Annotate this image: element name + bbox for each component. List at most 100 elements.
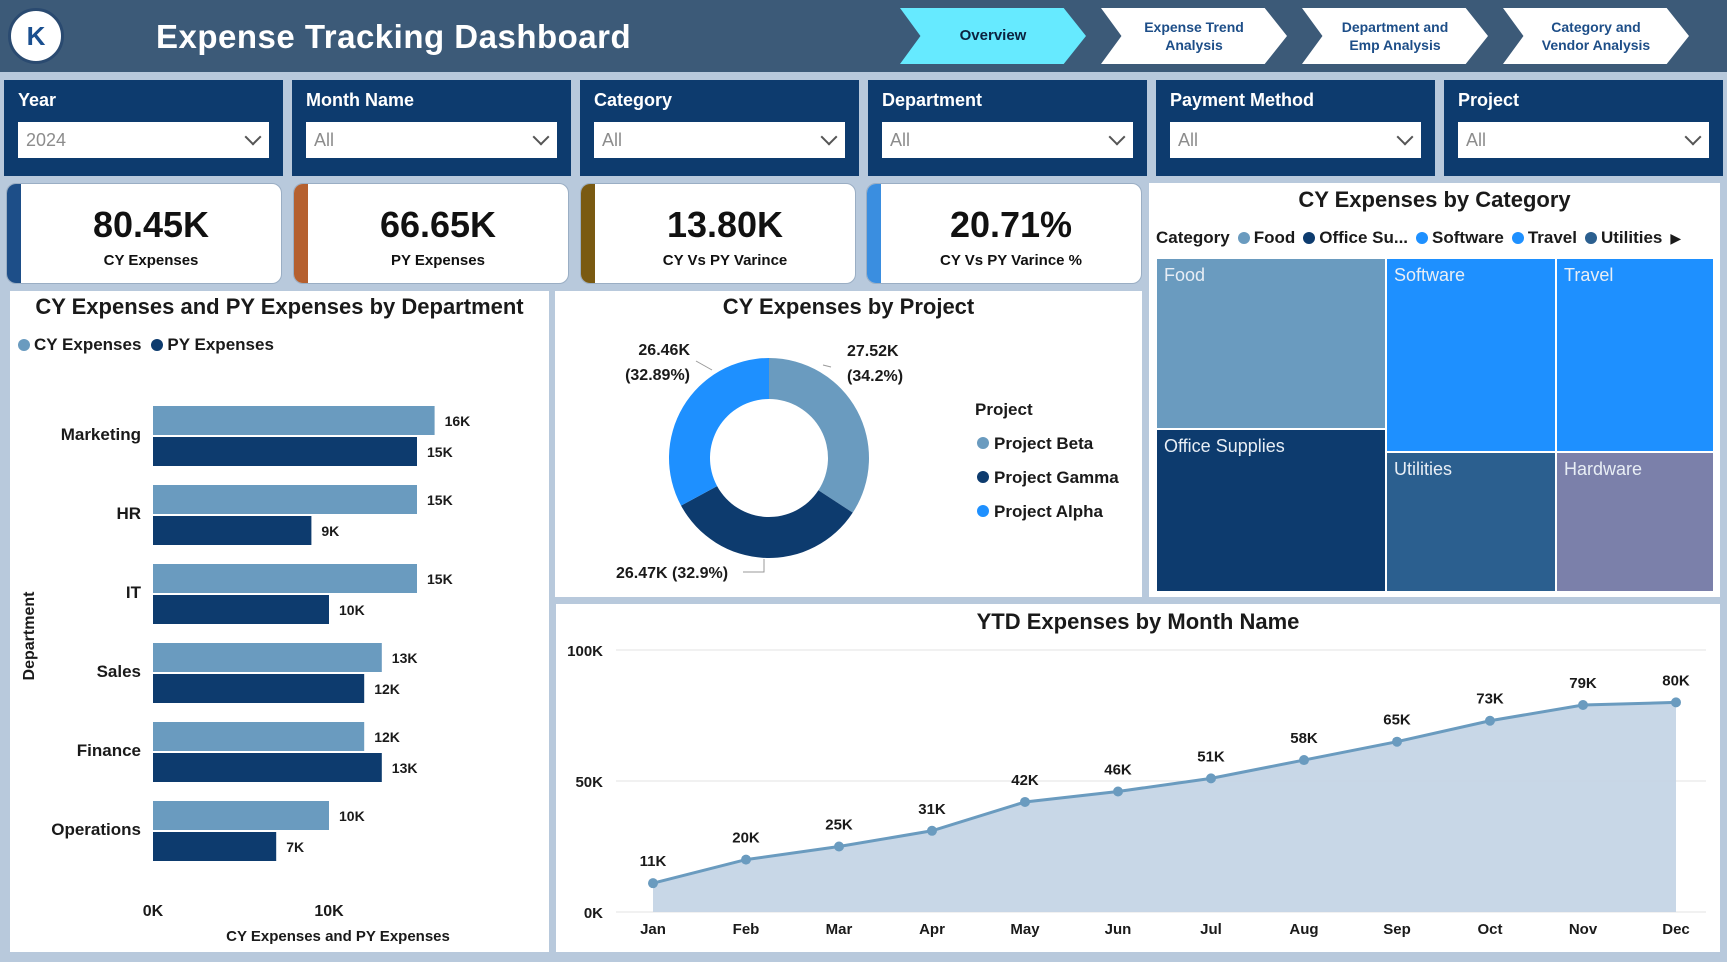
dropdown-value: All xyxy=(314,129,335,150)
slice-label-value: 27.52K xyxy=(847,343,899,360)
data-label: 79K xyxy=(1569,675,1597,692)
slicer-label: Year xyxy=(18,90,57,110)
slicer-label: Project xyxy=(1458,90,1520,110)
treemap-cell-food[interactable]: Food xyxy=(1157,259,1385,428)
data-label: 31K xyxy=(918,801,946,818)
data-label: 15K xyxy=(427,444,453,460)
slice-label-value: 26.46K xyxy=(638,342,690,359)
chevron-down-icon xyxy=(1396,128,1414,146)
x-tick-label: Jul xyxy=(1200,921,1222,938)
data-label: 80K xyxy=(1662,672,1690,689)
legend-item-food[interactable]: Food xyxy=(1237,228,1295,248)
data-point xyxy=(1392,736,1402,747)
data-label: 73K xyxy=(1476,691,1504,708)
company-logo: K xyxy=(8,8,64,64)
chevron-down-icon xyxy=(1684,128,1702,146)
legend-label: Software xyxy=(1432,228,1504,247)
cy-bar xyxy=(153,643,382,672)
kpi-card-variance-percent: 20.71% CY Vs PY Varince % xyxy=(866,183,1142,284)
treemap-cell-office-supplies[interactable]: Office Supplies xyxy=(1157,430,1385,591)
tab-category-vendor-analysis[interactable]: Category and Vendor Analysis xyxy=(1503,8,1689,64)
legend-dot xyxy=(1303,232,1316,244)
slicer-payment-method: Payment Method All xyxy=(1156,80,1435,176)
legend-item-travel[interactable]: Travel xyxy=(1511,228,1577,248)
chart-legend: CY Expenses PY Expenses xyxy=(18,335,274,355)
payment-method-dropdown[interactable]: All xyxy=(1170,122,1421,158)
py-bar xyxy=(153,674,365,703)
kpi-label: CY Expenses xyxy=(103,252,199,269)
x-tick-label: May xyxy=(1010,921,1040,938)
kpi-stripe xyxy=(7,184,21,283)
py-bar xyxy=(153,516,312,545)
month-name-dropdown[interactable]: All xyxy=(306,122,557,158)
department-dropdown[interactable]: All xyxy=(882,122,1133,158)
legend-dot xyxy=(1584,232,1597,244)
chart-title: CY Expenses by Category xyxy=(1298,187,1571,212)
treemap-cell-travel[interactable]: Travel xyxy=(1557,259,1713,451)
py-bar xyxy=(153,832,277,861)
x-tick-label: 0K xyxy=(143,903,164,920)
kpi-stripe xyxy=(581,184,595,283)
area-fill xyxy=(653,702,1676,912)
slicer-label: Category xyxy=(594,90,673,110)
legend-dot xyxy=(1511,232,1524,244)
category-label: Finance xyxy=(77,741,141,760)
x-tick-label: Jan xyxy=(640,921,666,938)
data-label: 15K xyxy=(427,571,453,587)
donut-slice xyxy=(669,358,769,506)
chevron-down-icon xyxy=(532,128,550,146)
py-bar xyxy=(153,595,329,624)
data-label: 16K xyxy=(445,413,471,429)
data-label: 9K xyxy=(321,523,339,539)
category-dropdown[interactable]: All xyxy=(594,122,845,158)
x-tick-label: Oct xyxy=(1477,921,1502,938)
treemap-cell-hardware[interactable]: Hardware xyxy=(1557,453,1713,591)
slicer-label: Department xyxy=(882,90,983,110)
treemap-cell-software[interactable]: Software xyxy=(1387,259,1555,451)
tab-expense-trend-analysis[interactable]: Expense Trend Analysis xyxy=(1101,8,1287,64)
project-dropdown[interactable]: All xyxy=(1458,122,1709,158)
data-label: 11K xyxy=(640,853,667,870)
leader-line xyxy=(695,360,713,371)
data-label: 10K xyxy=(339,808,365,824)
x-tick-label: Sep xyxy=(1383,921,1411,938)
cy-bar xyxy=(153,801,329,830)
legend-dot xyxy=(977,505,989,517)
data-label: 46K xyxy=(1104,761,1132,778)
year-dropdown[interactable]: 2024 xyxy=(18,122,269,158)
legend-dot xyxy=(1237,232,1250,244)
legend-item-cy[interactable]: CY Expenses xyxy=(18,335,141,355)
x-tick-label: Nov xyxy=(1569,921,1598,938)
legend-item-office-supplies[interactable]: Office Su... xyxy=(1303,228,1408,248)
legend-title: Category xyxy=(1156,228,1230,247)
x-tick-label: 10K xyxy=(314,903,344,920)
slicer-month-name: Month Name All xyxy=(292,80,571,176)
data-label: 58K xyxy=(1290,730,1318,747)
legend-item-software[interactable]: Software xyxy=(1416,228,1504,248)
chart-title: CY Expenses by Project xyxy=(722,294,975,319)
legend-item-utilities[interactable]: Utilities xyxy=(1584,228,1662,248)
kpi-value: 13.80K xyxy=(666,204,784,245)
data-label: 7K xyxy=(286,839,304,855)
slicer-year: Year 2024 xyxy=(4,80,283,176)
series-line xyxy=(652,700,1677,885)
ytd-area-chart-panel: YTD Expenses by Month Name 0K 50K 100K 11K J… xyxy=(556,604,1720,952)
chevron-down-icon xyxy=(244,128,262,146)
category-label: HR xyxy=(116,504,141,523)
slicer-department: Department All xyxy=(868,80,1147,176)
data-label: 13K xyxy=(392,650,418,666)
legend-item-py[interactable]: PY Expenses xyxy=(151,335,274,355)
legend-next-arrow-icon[interactable]: ▶ xyxy=(1670,229,1682,246)
cy-bar xyxy=(153,485,417,514)
data-label: 15K xyxy=(427,492,453,508)
tab-department-emp-analysis[interactable]: Department and Emp Analysis xyxy=(1302,8,1488,64)
y-tick-label: 50K xyxy=(575,774,603,791)
tab-overview[interactable]: Overview xyxy=(900,8,1086,64)
x-tick-label: Feb xyxy=(733,921,760,938)
data-label: 51K xyxy=(1197,748,1225,765)
treemap-cell-utilities[interactable]: Utilities xyxy=(1387,453,1555,591)
kpi-card-cy-expenses: 80.45K CY Expenses xyxy=(6,183,282,284)
logo-text: K xyxy=(26,20,46,51)
chevron-down-icon xyxy=(1108,128,1126,146)
leader-line xyxy=(822,364,832,368)
